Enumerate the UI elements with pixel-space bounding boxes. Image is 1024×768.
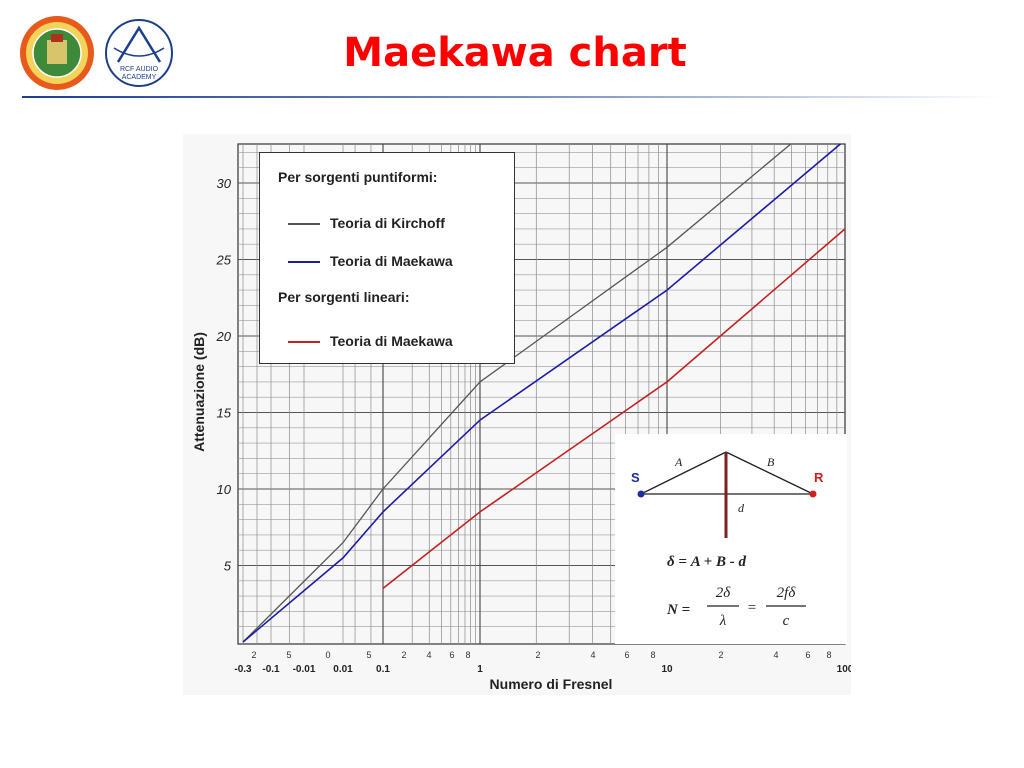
legend-heading-point-sources: Per sorgenti puntiformi: (278, 169, 438, 185)
formula-numerator-1: 2δ (716, 585, 732, 601)
barrier-geometry-diagram: S R A B d δ = A + B - d N = 2δ λ = 2fδ c (631, 451, 824, 629)
series-line-1 (242, 143, 792, 643)
x-tick-label-minor: 4 (590, 650, 595, 660)
formula-denominator-2: c (783, 613, 790, 629)
x-tick-label-minor: 8 (650, 650, 655, 660)
source-point (637, 490, 645, 498)
rcf-audio-academy-logo: RCF AUDIO ACADEMY (105, 19, 173, 87)
x-tick-label: 1 (477, 664, 483, 675)
x-tick-label-minor: 2 (401, 650, 406, 660)
legend-item-maekawa-line: Teoria di Maekawa (288, 333, 508, 351)
maekawa-chart-figure: 5 10 15 20 25 30 2 5 0 5 2 4 6 8 2 4 6 8 2 4 6 8 -0.3 -0.1 -0.0… (183, 134, 851, 695)
formula-equals: = (748, 600, 756, 616)
x-tick-label: 100 (837, 664, 851, 675)
fresnel-diagram-inset: S R A B d δ = A + B - d N = 2δ λ = 2fδ c (615, 434, 847, 644)
y-tick-label: 25 (216, 253, 232, 268)
legend-heading-line-sources: Per sorgenti lineari: (278, 289, 410, 305)
y-tick-label: 15 (217, 406, 232, 421)
header-divider (22, 96, 1002, 98)
chart-series (242, 143, 846, 643)
x-tick-label: 0.1 (376, 664, 390, 675)
x-tick-label-minor: 6 (805, 650, 810, 660)
legend-swatch-maekawa-point (288, 261, 320, 263)
x-tick-label-minor: 6 (624, 650, 629, 660)
logo-line-1: RCF AUDIO (120, 66, 159, 73)
x-tick-label: 0.01 (333, 664, 353, 675)
y-tick-labels: 5 10 15 20 25 30 (216, 176, 232, 574)
y-axis-title: Attenuazione (dB) (191, 332, 207, 452)
x-tick-label-minor: 5 (366, 650, 371, 660)
y-tick-label: 10 (217, 482, 232, 497)
formula-n-lhs: N = (666, 602, 690, 618)
path-d-label: d (738, 501, 745, 515)
x-tick-label-minor: 0 (325, 650, 330, 660)
legend-label-maekawa-point: Teoria di Maekawa (330, 253, 453, 269)
legend-label-maekawa-line: Teoria di Maekawa (330, 333, 453, 349)
path-b-label: B (767, 455, 775, 469)
x-tick-label-minor: 2 (718, 650, 723, 660)
x-tick-label-minor: 4 (426, 650, 431, 660)
series-line-2 (242, 143, 841, 643)
source-label: S (631, 470, 640, 485)
x-tick-label: -0.1 (262, 664, 280, 675)
legend-item-kirchoff: Teoria di Kirchoff (288, 215, 508, 233)
receiver-label: R (814, 470, 824, 485)
x-axis-title: Numero di Fresnel (490, 676, 613, 692)
legend-swatch-kirchoff (288, 223, 320, 225)
receiver-point (809, 490, 817, 498)
x-tick-label: -0.01 (293, 664, 316, 675)
plot-frame (237, 143, 846, 645)
legend-item-maekawa-point: Teoria di Maekawa (288, 253, 508, 271)
x-tick-label-minor: 2 (251, 650, 256, 660)
x-tick-label-minor: 5 (286, 650, 291, 660)
path-a-label: A (674, 455, 683, 469)
x-tick-label-minor: 8 (465, 650, 470, 660)
y-tick-label: 20 (216, 329, 232, 344)
x-tick-labels: 2 5 0 5 2 4 6 8 2 4 6 8 2 4 6 8 -0.3 -0.1 -0.01 0.01 0.1 1 10 1… (234, 650, 851, 675)
slide-header: RCF AUDIO ACADEMY Maekawa chart (0, 0, 1024, 100)
series-line-3 (382, 228, 846, 590)
legend-label-kirchoff: Teoria di Kirchoff (330, 215, 445, 231)
chart-legend: Per sorgenti puntiformi: Teoria di Kirch… (259, 152, 515, 364)
x-tick-label: -0.3 (234, 664, 252, 675)
y-tick-label: 30 (217, 176, 232, 191)
y-tick-label: 5 (224, 559, 232, 574)
x-tick-label-minor: 6 (449, 650, 454, 660)
path-b-line (725, 451, 814, 495)
x-tick-label-minor: 2 (535, 650, 540, 660)
slide-title: Maekawa chart (343, 30, 687, 76)
formula-delta: δ = A + B - d (667, 554, 746, 570)
x-tick-label-minor: 4 (773, 650, 778, 660)
x-tick-label-minor: 8 (826, 650, 831, 660)
formula-denominator-1: λ (719, 613, 727, 629)
x-tick-label: 10 (661, 664, 673, 675)
university-seal-logo (20, 16, 94, 90)
path-a-line (640, 451, 727, 495)
legend-swatch-maekawa-line (288, 341, 320, 343)
logo-line-2: ACADEMY (122, 74, 157, 81)
formula-numerator-2: 2fδ (777, 585, 797, 601)
